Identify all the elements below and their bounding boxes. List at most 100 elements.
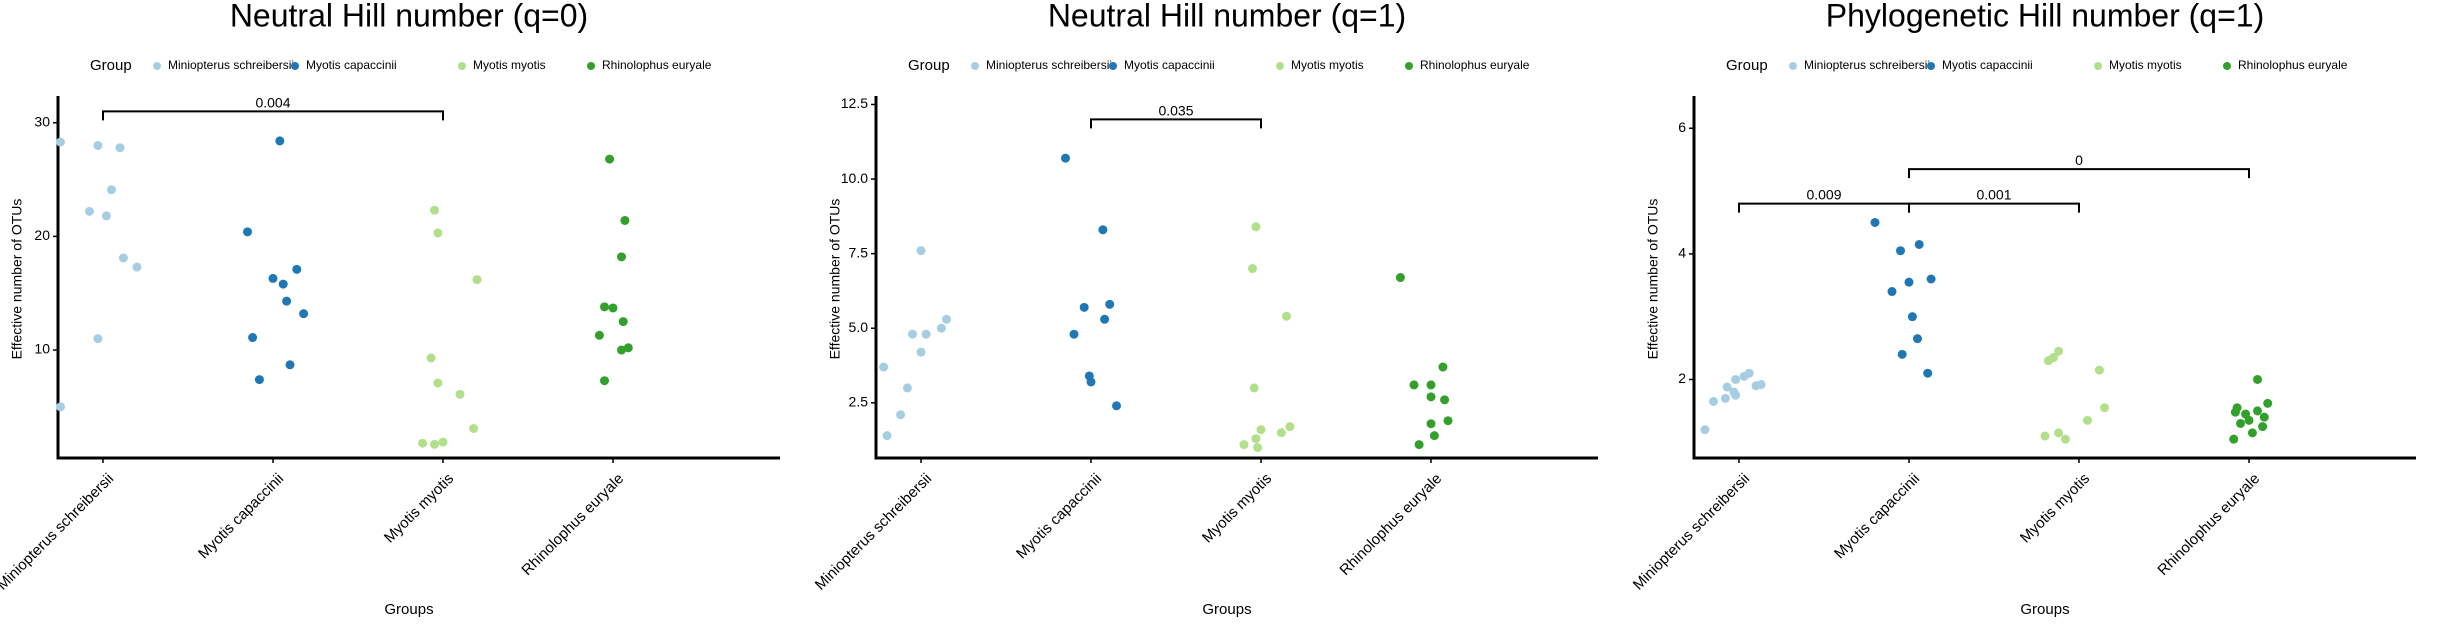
data-point [1069, 329, 1079, 339]
data-point [2230, 407, 2240, 417]
data-point [620, 215, 630, 225]
data-point [455, 389, 465, 399]
data-point [2258, 422, 2268, 432]
data-point [2094, 365, 2104, 375]
comparison-pvalue-label: 0.001 [1976, 187, 2011, 203]
data-point [1112, 401, 1121, 411]
data-point [268, 273, 278, 283]
data-point [879, 362, 889, 372]
data-point [2253, 374, 2262, 384]
legend-swatch [2223, 62, 2231, 70]
x-tick-label: Myotis myotis [1199, 470, 1275, 546]
comparison-pvalue-label: 0.009 [1806, 187, 1841, 203]
data-point [1426, 419, 1436, 429]
chart-panel-phylo-q1: Phylogenetic Hill number (q=1) Group Minio… [1630, 0, 2454, 629]
data-point [118, 253, 128, 263]
data-point [1100, 314, 1110, 324]
data-point [426, 353, 436, 363]
data-point [921, 329, 931, 339]
data-point [285, 360, 295, 370]
data-point [101, 211, 111, 221]
data-point [1079, 302, 1089, 312]
x-tick-label: Rhinolophus euryale [1336, 470, 1445, 579]
data-point [1887, 287, 1897, 297]
data-point [908, 329, 917, 339]
data-point [56, 402, 65, 412]
y-tick-label: 10.0 [841, 170, 868, 186]
legend-swatch [971, 62, 979, 70]
data-point [1409, 380, 1419, 390]
data-point [84, 206, 94, 216]
data-point [1426, 392, 1436, 402]
data-point [1429, 431, 1439, 441]
data-point [1739, 371, 1749, 381]
chart-panel-q1: Neutral Hill number (q=1) Group Miniopteru… [812, 0, 1636, 629]
x-tick-label: Myotis capaccinii [195, 470, 287, 562]
x-tick-label: Myotis capaccinii [1831, 470, 1923, 562]
comparison-bracket [102, 110, 444, 121]
data-point [278, 279, 288, 289]
data-point [617, 345, 626, 355]
data-point [1709, 396, 1718, 406]
data-point [600, 302, 609, 312]
data-point [93, 334, 103, 344]
legend-item-label: Miniopterus schreibersii [986, 58, 1112, 72]
legend-item-label: Myotis capaccinii [306, 58, 397, 72]
x-tick-label: Myotis myotis [381, 470, 457, 546]
data-point [2054, 428, 2064, 438]
x-tick-label: Rhinolophus euryale [518, 470, 627, 579]
x-tick-label: Miniopterus schreibersii [812, 470, 935, 593]
data-point [2229, 434, 2239, 444]
data-point [1253, 443, 1263, 453]
data-point [1907, 312, 1917, 322]
data-point [2253, 406, 2262, 416]
y-axis-title: Effective number of OTUs [1645, 199, 1661, 360]
data-point [1239, 440, 1249, 450]
data-point [1897, 349, 1907, 359]
data-point [1285, 422, 1295, 432]
x-tick-label: Miniopterus schreibersii [1630, 470, 1753, 593]
data-point [594, 330, 604, 340]
data-point [916, 347, 926, 357]
legend-item-label: Miniopterus schreibersii [1804, 58, 1930, 72]
data-point [56, 137, 65, 147]
data-point [469, 423, 479, 433]
data-point [1248, 264, 1257, 274]
data-point [1731, 374, 1741, 384]
x-axis-title: Groups [2020, 601, 2069, 618]
data-point [1720, 393, 1730, 403]
legend-item-label: Rhinolophus euryale [2238, 58, 2348, 72]
legend-swatch [1789, 62, 1797, 70]
y-axis-title: Effective number of OTUs [9, 199, 25, 360]
data-point [902, 383, 912, 393]
data-point [1440, 395, 1450, 405]
data-point [132, 262, 142, 272]
data-point [2043, 356, 2053, 366]
legend-swatch [2094, 62, 2102, 70]
data-point [1731, 390, 1741, 400]
data-point [1722, 382, 1732, 392]
legend-swatch [1109, 62, 1117, 70]
data-point [430, 205, 439, 215]
data-point [617, 252, 626, 262]
y-tick-label: 12.5 [841, 95, 868, 111]
y-tick-label: 20 [34, 227, 50, 243]
data-point [1923, 368, 1933, 378]
y-tick-label: 2 [1678, 370, 1686, 386]
y-tick-label: 4 [1678, 245, 1686, 261]
comparison-pvalue-label: 0.004 [255, 94, 290, 110]
data-point [282, 296, 292, 306]
comparison-bracket [1908, 202, 2080, 213]
data-point [2247, 428, 2257, 438]
y-axis-title: Effective number of OTUs [827, 199, 843, 360]
chart-title: Phylogenetic Hill number (q=1) [1826, 0, 2264, 33]
data-point [1751, 381, 1761, 391]
data-point [115, 143, 125, 153]
data-point [93, 140, 103, 150]
data-point [1438, 362, 1448, 372]
chart-svg-q1: Neutral Hill number (q=1) Group Miniopteru… [812, 0, 1598, 618]
legend-item-label: Rhinolophus euryale [602, 58, 712, 72]
data-point [1914, 239, 1924, 249]
legend-title: Group [908, 57, 950, 74]
chart-svg-q0: Neutral Hill number (q=0) Group Miniopteru… [0, 0, 780, 618]
